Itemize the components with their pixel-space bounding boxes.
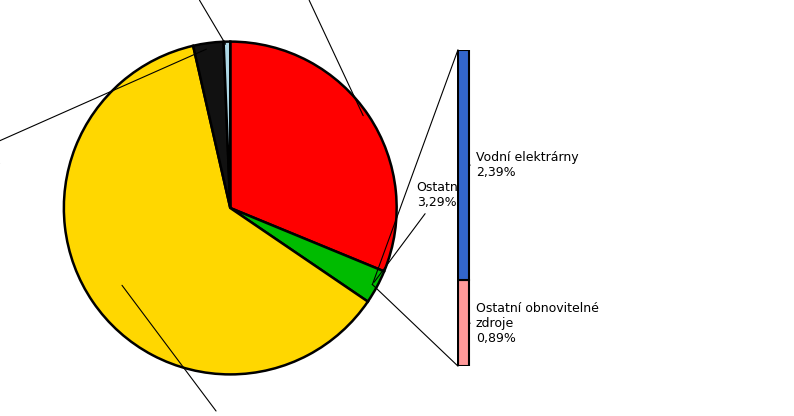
Bar	[458, 280, 469, 366]
Text: Uhelné elektrárny
61,92%: Uhelné elektrárny 61,92%	[122, 285, 287, 416]
Text: Vodní elektrárny
2,39%: Vodní elektrárny 2,39%	[469, 151, 578, 179]
Text: Ostatní obnovitelné
zdroje
0,89%: Ostatní obnovitelné zdroje 0,89%	[469, 302, 599, 345]
Wedge shape	[230, 42, 397, 271]
Text: Jaderné elektrárny
31,22%: Jaderné elektrárny 31,22%	[242, 0, 363, 116]
Wedge shape	[193, 42, 230, 208]
Wedge shape	[230, 208, 384, 302]
Wedge shape	[224, 42, 230, 208]
Text: Ostatní
3,29%: Ostatní 3,29%	[374, 181, 462, 282]
Wedge shape	[64, 46, 368, 374]
Bar	[458, 50, 469, 280]
Text: Přečerpávací vodní
elektrárny
0,64%: Přečerpávací vodní elektrárny 0,64%	[124, 0, 243, 44]
Text: Paroplynové a
plynové elektrárny
2,94%: Paroplynové a plynové elektrárny 2,94%	[0, 49, 206, 188]
